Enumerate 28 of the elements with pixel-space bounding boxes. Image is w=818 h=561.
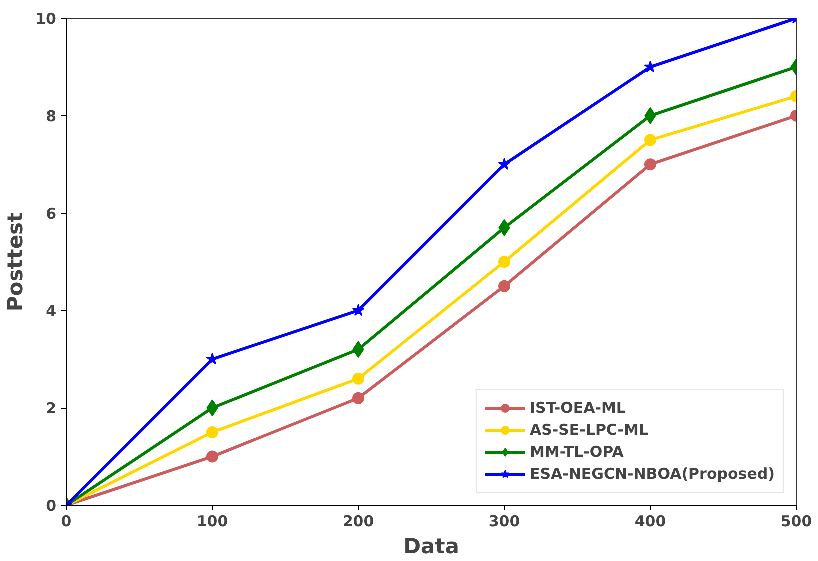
x-tick-label: 200 xyxy=(342,512,374,530)
x-axis-title: Data xyxy=(404,534,460,558)
point xyxy=(352,392,364,404)
point xyxy=(644,158,656,171)
x-tick-label: 100 xyxy=(196,512,228,530)
y-tick-label: 10 xyxy=(36,10,56,28)
point xyxy=(644,134,656,146)
y-tick-label: 8 xyxy=(46,107,56,126)
y-tick-label: 6 xyxy=(46,204,56,223)
point xyxy=(498,158,511,170)
y-tick-label: 0 xyxy=(46,497,56,515)
y-axis-title: Posttest xyxy=(4,212,28,312)
point xyxy=(352,372,364,385)
point xyxy=(206,426,218,438)
y-tick-label: 2 xyxy=(46,400,56,418)
legend-label: MM-TL-OPA xyxy=(530,443,624,461)
point xyxy=(498,280,510,292)
legend-label: AS-SE-LPC-ML xyxy=(530,421,648,439)
x-tick-label: 400 xyxy=(634,512,666,530)
legend-label: ESA-NEGCN-NBOA(Proposed) xyxy=(530,465,775,483)
point xyxy=(498,256,510,268)
point xyxy=(206,450,218,463)
point xyxy=(352,304,365,316)
x-tick-label: 0 xyxy=(61,512,72,530)
legend-label: IST-OEA-ML xyxy=(530,399,626,417)
x-tick-label: 500 xyxy=(780,512,812,530)
y-tick-label: 4 xyxy=(46,302,56,320)
x-tick-label: 300 xyxy=(488,512,520,530)
